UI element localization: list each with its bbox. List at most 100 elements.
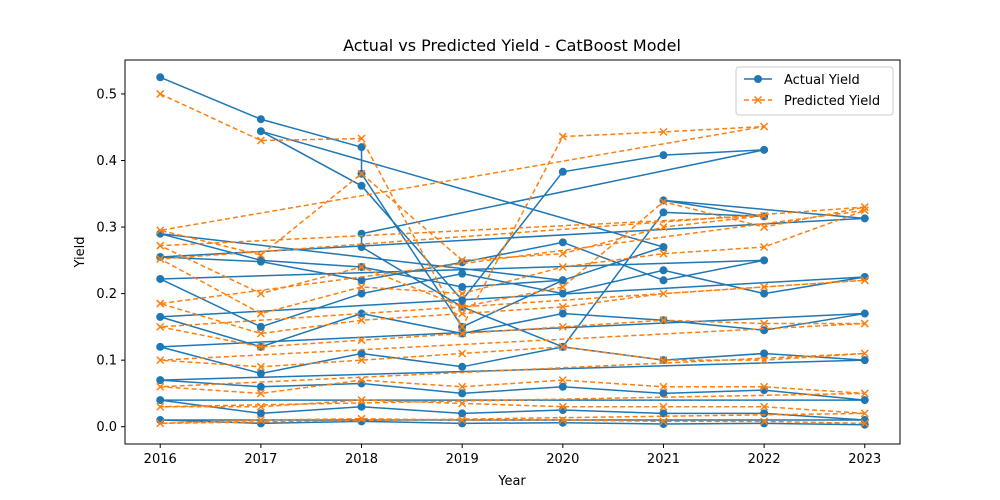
data-point — [558, 302, 567, 311]
data-point — [256, 115, 265, 124]
data-point — [156, 382, 165, 391]
legend-marker-predicted — [753, 95, 763, 105]
data-point — [860, 214, 869, 223]
data-point — [558, 309, 567, 318]
x-tick-label: 2020 — [546, 452, 579, 467]
data-point — [256, 127, 265, 136]
data-point — [558, 342, 567, 351]
data-point — [256, 389, 265, 398]
data-point — [256, 409, 265, 418]
data-point — [256, 136, 265, 145]
data-point — [558, 238, 567, 247]
data-point — [156, 396, 165, 405]
data-point — [156, 299, 165, 308]
data-point — [458, 349, 467, 358]
data-point — [760, 382, 769, 391]
data-point — [156, 89, 165, 98]
data-point — [860, 419, 869, 428]
x-tick-label: 2017 — [244, 452, 277, 467]
data-point — [256, 289, 265, 298]
series-predicted — [156, 89, 869, 428]
data-point — [659, 208, 668, 217]
data-point — [458, 269, 467, 278]
data-point — [558, 282, 567, 291]
data-point — [659, 417, 668, 426]
data-point — [256, 309, 265, 318]
data-point — [760, 242, 769, 252]
x-tick-label: 2022 — [748, 452, 781, 467]
data-point — [860, 206, 869, 215]
data-point — [357, 134, 366, 143]
y-tick-label: 0.0 — [96, 420, 117, 435]
data-point — [659, 276, 668, 285]
data-point — [256, 382, 265, 391]
data-point — [860, 349, 869, 358]
x-axis: 2016 2017 2018 2019 2020 2021 2022 2023 — [144, 444, 881, 467]
y-tick-label: 0.2 — [96, 287, 117, 302]
data-point — [659, 316, 668, 325]
data-point — [357, 396, 366, 405]
y-tick-label: 0.4 — [96, 154, 117, 169]
x-tick-label: 2021 — [647, 452, 680, 467]
data-point — [156, 419, 165, 428]
data-point — [256, 322, 265, 331]
data-point — [760, 319, 769, 328]
data-point — [156, 322, 165, 331]
data-point — [659, 266, 668, 275]
data-point — [760, 145, 769, 154]
data-point — [860, 276, 869, 285]
data-point — [156, 312, 165, 321]
data-point — [256, 342, 265, 351]
y-tick-label: 0.5 — [96, 87, 117, 102]
data-point — [659, 127, 668, 136]
data-point — [760, 211, 769, 220]
data-point — [760, 356, 769, 365]
data-point — [760, 256, 769, 265]
data-point — [659, 356, 668, 365]
data-point — [156, 274, 165, 283]
data-point — [357, 276, 366, 285]
data-point — [458, 282, 467, 291]
x-tick-label: 2019 — [446, 452, 479, 467]
data-point — [558, 402, 567, 411]
data-point — [558, 262, 567, 272]
y-axis: 0.0 0.1 0.2 0.3 0.4 0.5 — [96, 87, 125, 435]
data-point — [357, 143, 366, 152]
data-point — [256, 257, 265, 266]
data-point — [659, 402, 668, 411]
data-point — [760, 417, 769, 426]
data-point — [156, 226, 165, 235]
data-point — [659, 243, 668, 252]
data-point — [558, 289, 567, 298]
data-point — [458, 399, 467, 408]
data-point — [357, 181, 366, 190]
data-point — [357, 309, 366, 318]
data-point — [659, 151, 668, 160]
data-point — [558, 276, 567, 285]
x-tick-label: 2023 — [848, 452, 881, 467]
data-point — [860, 356, 869, 365]
x-tick-label: 2018 — [345, 452, 378, 467]
data-point — [156, 241, 165, 250]
data-point — [458, 362, 467, 371]
data-point — [256, 250, 265, 260]
legend-marker-actual — [754, 75, 762, 83]
y-tick-label: 0.1 — [96, 354, 117, 369]
data-point — [860, 389, 869, 398]
series-layer — [156, 73, 869, 429]
data-point — [256, 416, 265, 425]
data-point — [558, 132, 567, 141]
data-point — [156, 342, 165, 351]
data-point — [659, 197, 668, 206]
legend: Actual Yield Predicted Yield — [735, 66, 894, 116]
data-point — [860, 396, 869, 405]
data-point — [860, 309, 869, 318]
data-point — [659, 389, 668, 398]
data-point — [860, 409, 869, 418]
data-point — [760, 223, 769, 232]
data-point — [558, 322, 567, 331]
data-point — [256, 362, 265, 371]
data-point — [357, 356, 366, 365]
data-point — [458, 256, 467, 265]
plot-frame — [124, 59, 901, 445]
